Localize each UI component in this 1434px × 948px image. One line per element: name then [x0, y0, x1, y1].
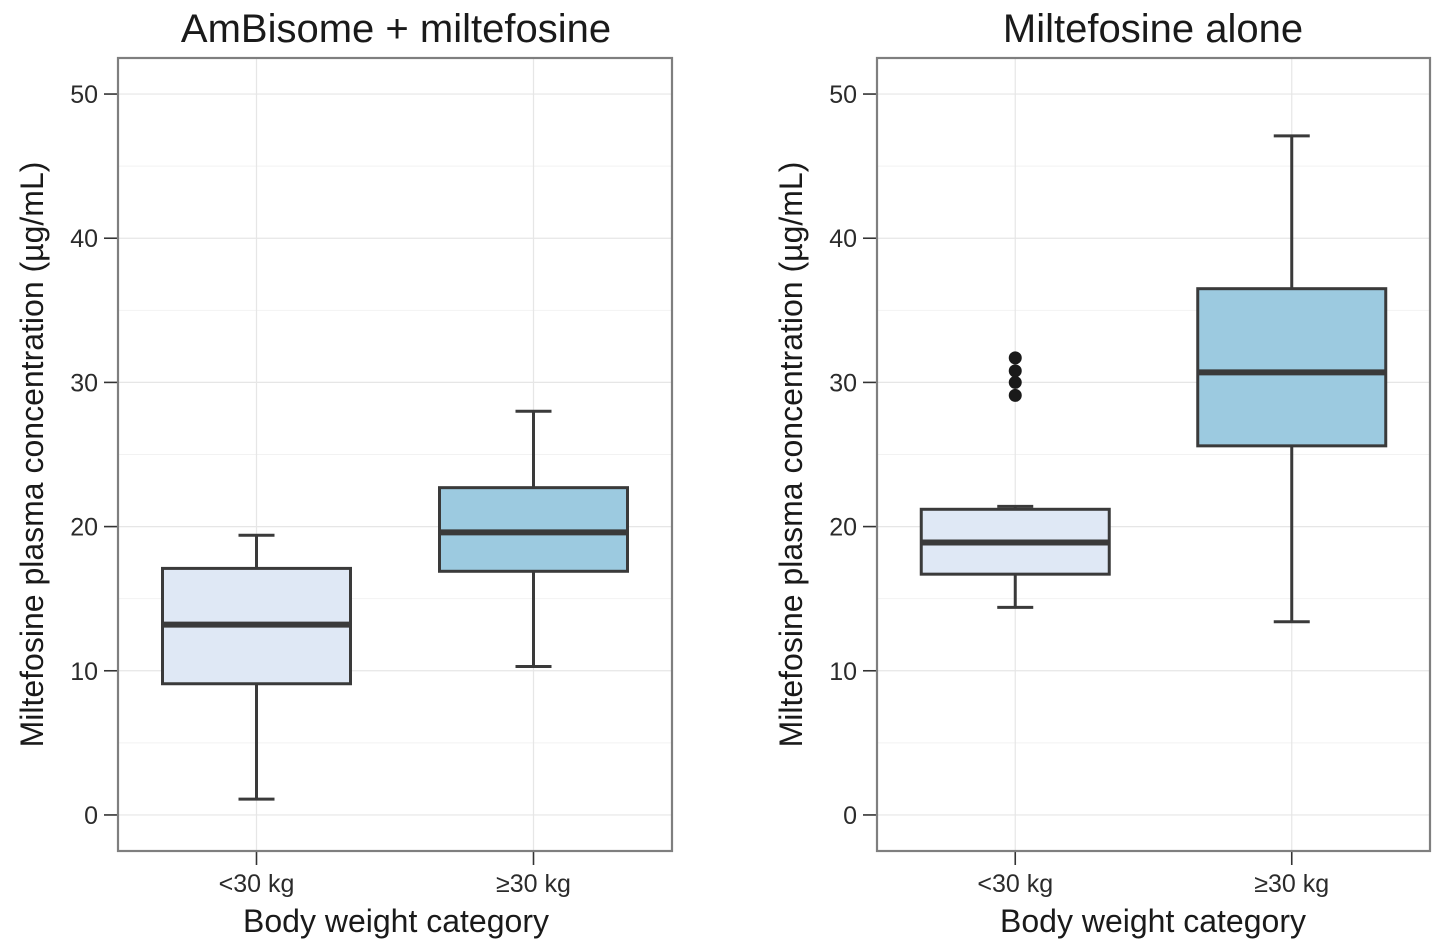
chart-title: Miltefosine alone — [1003, 7, 1303, 51]
x-tick-label: <30 kg — [977, 870, 1053, 898]
x-tick-label: ≥30 kg — [496, 870, 571, 898]
box-1 — [161, 533, 352, 801]
iqr-box — [1196, 287, 1388, 448]
y-tick-label: 10 — [829, 658, 857, 686]
panel-border — [116, 56, 674, 853]
y-tick-label: 20 — [70, 514, 98, 542]
x-tick-label: <30 kg — [219, 870, 295, 898]
x-axis-label: Body weight category — [1000, 903, 1306, 939]
outlier-point — [1008, 351, 1022, 365]
panel-border — [875, 56, 1432, 853]
y-tick-label: 30 — [829, 369, 857, 397]
y-tick-label: 0 — [84, 802, 98, 830]
y-tick-label: 40 — [829, 225, 857, 253]
outlier-point — [1008, 388, 1022, 402]
chart-panel-1: 0 10 20 30 40 50 <30 kg ≥30 kg AmBisome + miltef… — [14, 7, 674, 939]
y-tick-label: 30 — [70, 369, 98, 397]
chart-title: AmBisome + miltefosine — [181, 7, 611, 51]
y-tick-label: 20 — [829, 514, 857, 542]
y-tick-label: 10 — [70, 658, 98, 686]
outlier-point — [1008, 364, 1022, 378]
y-tick-label: 50 — [70, 81, 98, 109]
y-axis-label: Miltefosine plasma concentration (µg/mL) — [14, 162, 50, 748]
box-2 — [438, 409, 629, 668]
outlier-point — [1008, 375, 1022, 389]
box-2 — [1196, 134, 1388, 624]
y-tick-label: 50 — [829, 81, 857, 109]
chart-panel-2: 0 10 20 30 40 50 <30 kg ≥30 kg Miltefosine alone… — [773, 7, 1432, 939]
y-axis-label: Miltefosine plasma concentration (µg/mL) — [773, 162, 809, 748]
x-axis-label: Body weight category — [243, 903, 549, 939]
x-tick-label: ≥30 kg — [1254, 870, 1329, 898]
box-1 — [919, 351, 1111, 609]
y-tick-label: 40 — [70, 225, 98, 253]
y-tick-label: 0 — [843, 802, 857, 830]
